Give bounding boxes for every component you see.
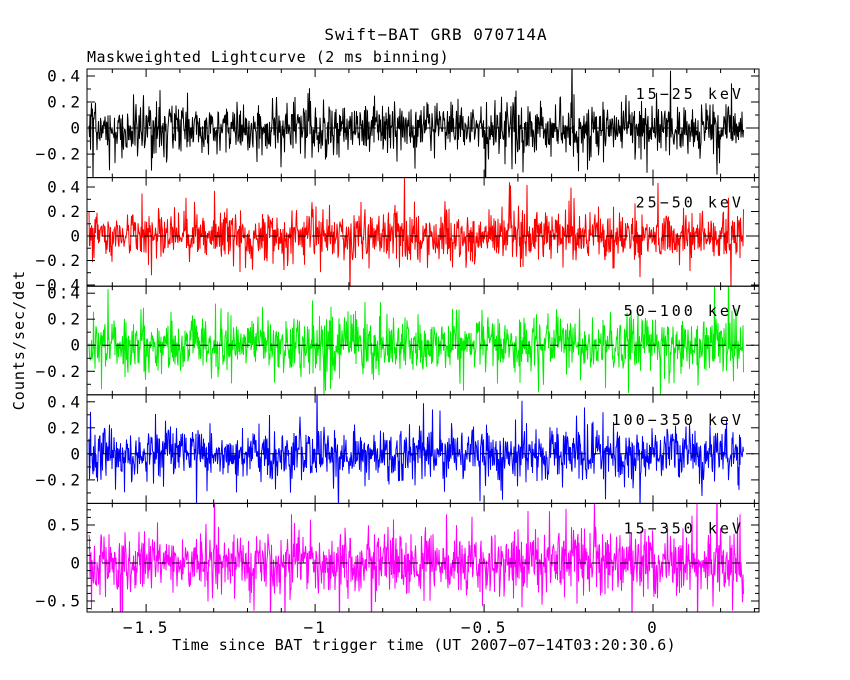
panel-frame (86, 502, 760, 613)
y-tick-label: −0.2 (35, 145, 82, 164)
panel-1: 0.4 0.2 0 −0.2 −0.4 25−50 keV (35, 177, 760, 295)
y-tick-label: −0.2 (35, 362, 82, 381)
noise-trace (88, 395, 744, 503)
panel-2: 0.4 0.2 0 −0.2 50−100 keV (35, 284, 760, 396)
y-tick-label: 0.5 (47, 516, 82, 535)
y-tick-label: 0.4 (47, 178, 82, 197)
noise-trace (88, 286, 744, 395)
y-tick-label: 0 (70, 119, 82, 138)
x-tick-label: −1.5 (123, 618, 170, 637)
chart-subtitle: Maskweighted Lightcurve (2 ms binning) (87, 48, 449, 66)
y-axis-label: Counts/sec/det (10, 270, 28, 410)
panels-layer: 0.4 0.2 0 −0.2 15−25 keV 0.4 0.2 0 −0.2 −0.4 25−50… (35, 67, 760, 637)
y-tick-label: 0.4 (47, 67, 82, 86)
band-label: 50−100 keV (624, 302, 744, 320)
band-label: 25−50 keV (636, 194, 744, 212)
y-tick-label: −0.2 (35, 251, 82, 270)
noise-trace (88, 503, 744, 612)
y-tick-label: −0.5 (35, 592, 82, 611)
y-tick-label: −0.2 (35, 470, 82, 489)
y-tick-label: 0 (70, 444, 82, 463)
y-tick-label: 0.2 (47, 93, 82, 112)
noise-trace (88, 178, 744, 286)
y-tick-label: 0 (70, 554, 82, 573)
noise-trace (88, 69, 744, 178)
y-tick-label: 0.4 (47, 284, 82, 303)
y-tick-label: 0.2 (47, 418, 82, 437)
y-tick-label: 0.2 (47, 202, 82, 221)
y-tick-label: 0.2 (47, 310, 82, 329)
y-tick-label: 0 (70, 336, 82, 355)
x-tick-label: −0.5 (461, 618, 508, 637)
y-tick-label: 0.4 (47, 392, 82, 411)
band-label: 100−350 keV (612, 411, 744, 429)
band-label: 15−350 keV (624, 519, 744, 537)
y-tick-label: 0 (70, 227, 82, 246)
panel-3: 0.4 0.2 0 −0.2 100−350 keV (35, 392, 760, 504)
x-tick-label: 0 (647, 618, 659, 637)
panel-4: 0.5 0 −0.5 15−350 keV (35, 502, 760, 613)
x-tick-label: −1 (303, 618, 326, 637)
band-label: 15−25 keV (636, 85, 744, 103)
chart-title: Swift−BAT GRB 070714A (324, 25, 547, 44)
y-tick-label: −0.4 (35, 276, 82, 295)
x-axis-label: Time since BAT trigger time (UT 2007−07−… (172, 636, 676, 654)
